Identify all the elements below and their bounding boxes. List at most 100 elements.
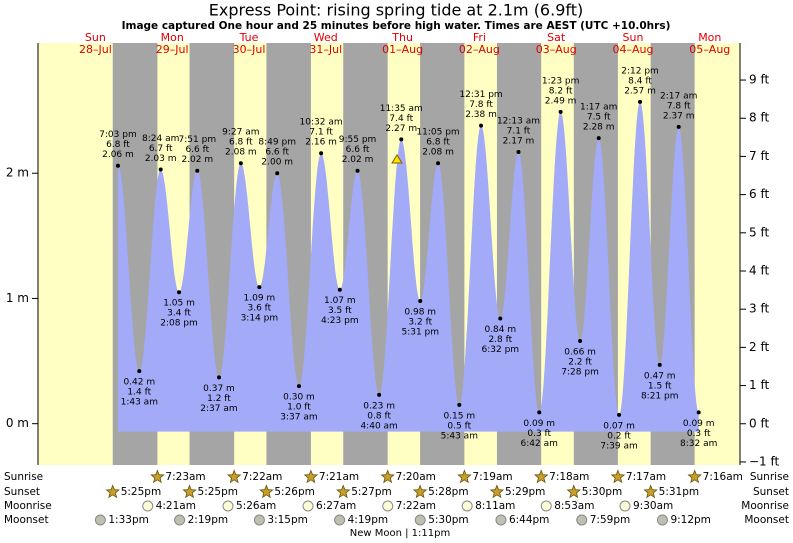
tide-label: 0.2 ft bbox=[607, 431, 631, 441]
day-name: Mon bbox=[698, 31, 721, 44]
sunset-icon bbox=[336, 484, 351, 499]
tide-label: 0.47 m bbox=[644, 371, 676, 381]
sunset-icon bbox=[489, 484, 505, 499]
tide-label: 5:43 am bbox=[441, 431, 478, 441]
tide-point bbox=[115, 163, 120, 168]
sunrise-icon bbox=[457, 469, 472, 484]
tide-label: 6.8 ft bbox=[426, 138, 450, 148]
moonrise-time: 8:11am bbox=[475, 500, 515, 512]
tide-label: 7:39 am bbox=[600, 441, 637, 451]
tide-label: 2.28 m bbox=[583, 123, 615, 133]
tide-point bbox=[195, 168, 200, 173]
tide-label: 1.07 m bbox=[324, 296, 356, 306]
tide-label: 12:31 pm bbox=[459, 90, 502, 100]
tide-label: 2.57 m bbox=[624, 86, 656, 96]
day-date: 01–Aug bbox=[382, 43, 423, 56]
tide-point bbox=[498, 316, 503, 321]
tide-label: 2.17 m bbox=[503, 136, 535, 146]
tide-label: 4:40 am bbox=[360, 421, 397, 431]
tide-label: 2.37 m bbox=[663, 111, 695, 121]
tide-label: 8:32 am bbox=[680, 439, 717, 449]
day-name: Thu bbox=[391, 31, 413, 44]
tide-label: 0.8 ft bbox=[367, 411, 391, 421]
y-tick-label: 2 m bbox=[6, 166, 29, 180]
sunrise-time: 7:23am bbox=[165, 471, 205, 483]
moonrise-time: 9:30am bbox=[633, 500, 673, 512]
tide-point bbox=[537, 410, 542, 415]
tide-point bbox=[177, 290, 182, 295]
tide-point bbox=[275, 171, 280, 176]
tide-label: 0.84 m bbox=[484, 325, 516, 335]
moonrise-icon bbox=[142, 500, 154, 512]
tide-point bbox=[158, 167, 163, 172]
chart-title: Express Point: rising spring tide at 2.1… bbox=[209, 1, 584, 20]
y2-tick-label: 0 ft bbox=[749, 416, 769, 430]
tide-point bbox=[578, 339, 583, 344]
tide-label: 2.02 m bbox=[342, 155, 374, 165]
moonset-icon bbox=[94, 514, 106, 526]
day-name: Sun bbox=[623, 31, 644, 44]
y-tick-label: 1 m bbox=[6, 291, 29, 305]
moonrise-icon bbox=[382, 500, 394, 512]
tide-point bbox=[479, 123, 484, 128]
tide-point bbox=[319, 151, 324, 156]
row-label-right: Sunset bbox=[753, 486, 789, 498]
moonrise-icon bbox=[302, 500, 314, 512]
moonset-time: 7:59pm bbox=[590, 514, 630, 526]
tide-label: 11:05 pm bbox=[416, 128, 459, 138]
tide-label: 0.37 m bbox=[203, 384, 235, 394]
day-name: Fri bbox=[473, 31, 486, 44]
sunset-icon bbox=[105, 484, 120, 499]
moonrise-time: 7:22am bbox=[396, 500, 436, 512]
tide-label: 8:21 pm bbox=[641, 391, 679, 401]
tide-label: 2.08 m bbox=[225, 148, 257, 158]
tide-label: 0.66 m bbox=[564, 348, 596, 358]
moonrise-time: 6:27am bbox=[316, 500, 356, 512]
y2-tick-label: 5 ft bbox=[749, 225, 769, 239]
y2-tick-label: 9 ft bbox=[749, 73, 769, 87]
moonset-time: 3:15pm bbox=[267, 514, 307, 526]
tide-label: 10:32 am bbox=[300, 118, 343, 128]
moonset-icon bbox=[414, 514, 426, 526]
tide-point bbox=[337, 287, 342, 292]
day-date: 30–Jul bbox=[233, 43, 266, 56]
sunset-icon bbox=[259, 484, 274, 499]
tide-point bbox=[238, 161, 243, 166]
tide-label: 6.7 ft bbox=[149, 144, 173, 154]
tide-label: 7.4 ft bbox=[389, 114, 413, 124]
y2-tick-label: 4 ft bbox=[749, 263, 769, 277]
y2-tick-label: 7 ft bbox=[749, 149, 769, 163]
tide-label: 2:12 pm bbox=[621, 66, 659, 76]
tide-label: 2:17 am bbox=[660, 91, 697, 101]
sunset-time: 5:28pm bbox=[428, 486, 468, 498]
tide-label: 3:14 pm bbox=[241, 314, 279, 324]
tide-label: 1.4 ft bbox=[127, 388, 151, 398]
tide-point bbox=[558, 109, 563, 114]
tide-label: 2.06 m bbox=[102, 150, 134, 160]
moonset-icon bbox=[656, 514, 668, 526]
moonset-time: 4:19pm bbox=[348, 514, 388, 526]
tide-point bbox=[296, 384, 301, 389]
moonset-icon bbox=[576, 514, 588, 526]
tide-point bbox=[355, 168, 360, 173]
tide-label: 2.8 ft bbox=[488, 335, 512, 345]
moonset-icon bbox=[495, 514, 507, 526]
sunset-time: 5:25pm bbox=[198, 486, 238, 498]
tide-label: 6.6 ft bbox=[346, 145, 370, 155]
tide-label: 3.5 ft bbox=[328, 306, 352, 316]
moonset-icon bbox=[253, 514, 265, 526]
tide-label: 2.49 m bbox=[545, 96, 577, 106]
tide-label: 2.27 m bbox=[385, 124, 417, 134]
tide-label: 9:55 pm bbox=[339, 135, 377, 145]
y2-tick-label: 1 ft bbox=[749, 378, 769, 392]
tide-area bbox=[118, 101, 699, 432]
tide-point bbox=[657, 362, 662, 367]
day-date: 04–Aug bbox=[613, 43, 654, 56]
tide-label: 5:31 pm bbox=[401, 327, 439, 337]
chart-subtitle: Image captured One hour and 25 minutes b… bbox=[122, 20, 671, 32]
sunrise-icon bbox=[380, 469, 395, 484]
sunset-time: 5:31pm bbox=[659, 486, 699, 498]
moonrise-icon bbox=[619, 500, 631, 512]
y-tick-label: 0 m bbox=[6, 416, 29, 430]
moonrise-time: 5:26am bbox=[236, 500, 276, 512]
